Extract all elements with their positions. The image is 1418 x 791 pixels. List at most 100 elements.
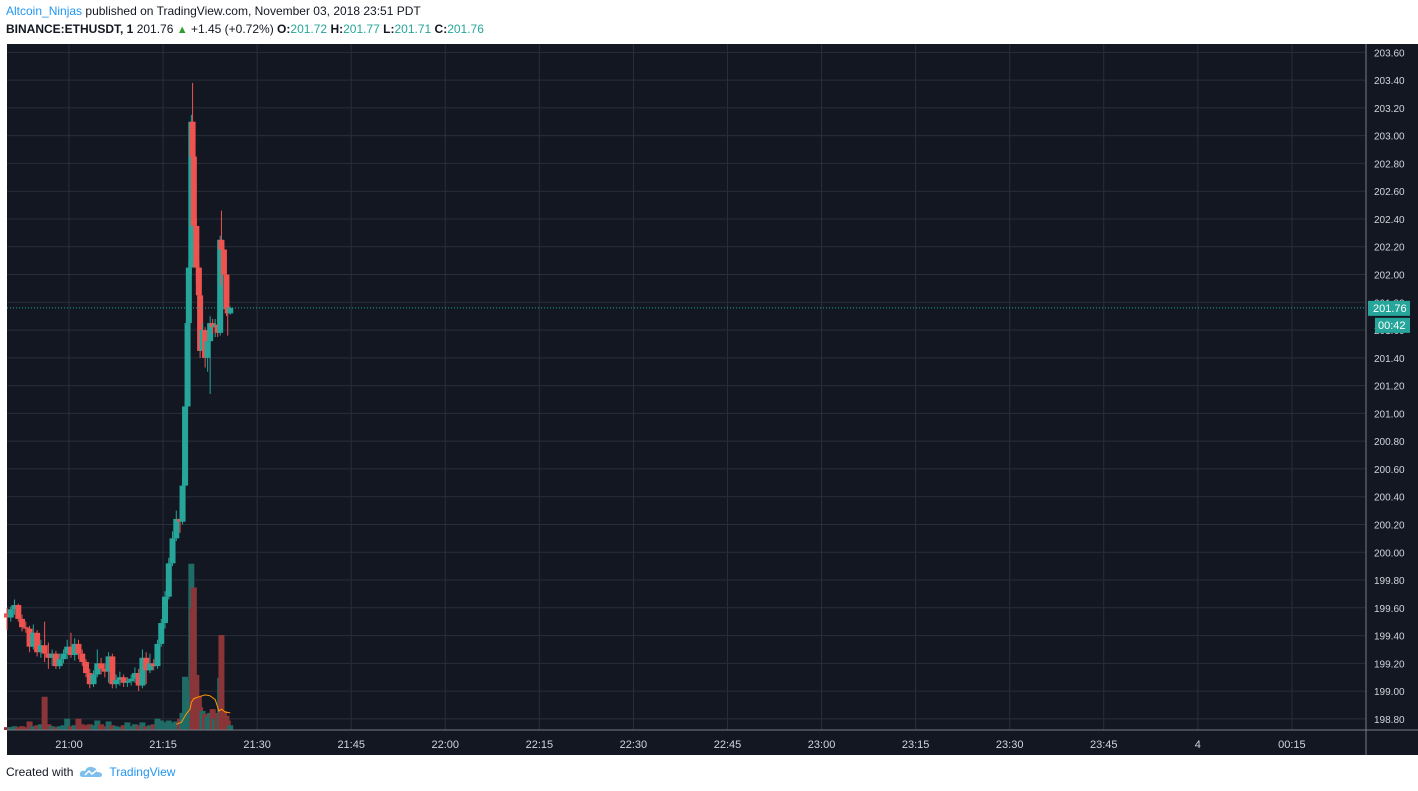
volume-bar: [116, 727, 123, 730]
candle-body: [83, 661, 90, 674]
candle: [52, 650, 59, 669]
volume-bar: [11, 726, 18, 730]
candle: [22, 621, 29, 633]
candle: [169, 531, 176, 567]
volume-bar: [30, 726, 37, 730]
volume-bar: [83, 725, 90, 730]
candle-body: [204, 341, 211, 358]
candle-body: [86, 673, 93, 685]
candle-body: [71, 643, 78, 656]
volume-bar: [146, 725, 153, 730]
volume-ma-line: [176, 694, 231, 725]
candle: [45, 642, 52, 669]
time-axis[interactable]: [7, 730, 1366, 755]
volume-bar: [165, 720, 172, 730]
volume-bar: [45, 724, 52, 730]
candle-body: [30, 632, 37, 647]
candle: [90, 670, 97, 687]
candle: [227, 306, 234, 315]
candle-body: [146, 663, 153, 671]
candle-body: [220, 249, 227, 275]
candle: [71, 638, 78, 661]
candle: [182, 399, 189, 489]
candle-body: [185, 267, 192, 324]
last-price-badge: [1368, 300, 1410, 316]
candle: [146, 653, 153, 674]
price-change: +1.45 (+0.72%): [190, 22, 274, 36]
grid-lines: [7, 44, 1366, 730]
price-tick-label: 201.40: [1374, 354, 1405, 365]
price-tick-label: 201.20: [1374, 382, 1405, 393]
up-arrow-icon: ▲: [176, 24, 188, 36]
candle: [26, 625, 33, 653]
symbol-legend: BINANCE:ETHUSDT, 1 201.76 ▲ +1.45 (+0.72…: [6, 22, 484, 36]
candle-body: [60, 653, 67, 660]
candle-body: [94, 663, 101, 675]
candle-body: [165, 563, 172, 597]
time-tick-label: 23:45: [1090, 739, 1118, 751]
candle-body: [189, 121, 196, 157]
author-link[interactable]: Altcoin_Ninjas: [6, 4, 83, 18]
volume-bar: [124, 722, 131, 730]
candle: [11, 599, 18, 615]
tradingview-cloud-icon: [80, 766, 103, 777]
candle-body: [162, 596, 169, 624]
candle-body: [56, 659, 63, 667]
volume-bar: [190, 587, 197, 730]
price-tick-label: 200.20: [1374, 520, 1405, 531]
candle: [116, 671, 123, 686]
volume-bar: [7, 727, 14, 730]
volume-bar: [94, 720, 101, 730]
candle-body: [64, 646, 71, 654]
candle: [124, 677, 131, 687]
candle: [105, 652, 112, 683]
price-tick-label: 203.20: [1374, 104, 1405, 115]
open-value: 201.72: [290, 22, 328, 36]
volume-bars: [4, 563, 234, 730]
plot-area[interactable]: [7, 44, 1366, 730]
candle: [184, 309, 191, 410]
price-axis[interactable]: [1366, 44, 1418, 755]
candle: [67, 632, 74, 658]
symbol-label[interactable]: BINANCE:ETHUSDT, 1: [6, 22, 134, 36]
volume-bar: [41, 696, 48, 730]
candle-body: [154, 643, 161, 667]
candle-body: [150, 663, 157, 667]
candle-body: [131, 673, 138, 679]
candle-body: [190, 156, 197, 226]
candle-body: [15, 605, 22, 619]
volume-bar: [135, 725, 142, 730]
candle: [113, 674, 120, 689]
candle: [135, 668, 142, 692]
candle-body: [98, 663, 105, 669]
candle: [75, 639, 82, 660]
price-tick-label: 200.40: [1374, 493, 1405, 504]
time-tick-label: 22:45: [714, 739, 742, 751]
price-tick-label: 202.20: [1374, 243, 1405, 254]
candle: [162, 591, 169, 629]
candle-body: [218, 239, 225, 250]
high-label: H:: [330, 22, 344, 36]
volume-bar: [120, 725, 127, 730]
time-tick-label: 22:00: [432, 739, 460, 751]
time-tick-label: 23:15: [902, 739, 930, 751]
volume-bar: [98, 724, 105, 730]
time-tick-label: 23:00: [808, 739, 836, 751]
tradingview-link[interactable]: TradingView: [109, 765, 176, 779]
last-price-badge-text: 201.76: [1373, 303, 1407, 315]
candle: [98, 657, 105, 675]
close-label: C:: [434, 22, 448, 36]
candle: [34, 630, 41, 657]
candle: [165, 557, 172, 600]
candle: [173, 510, 180, 542]
volume-bar: [4, 727, 10, 730]
publish-line: Altcoin_Ninjas published on TradingView.…: [6, 4, 421, 18]
candle: [128, 674, 135, 686]
volume-bar: [158, 720, 165, 730]
price-tick-label: 200.00: [1374, 548, 1405, 559]
candle: [143, 652, 150, 685]
candle-body: [116, 677, 123, 681]
price-tick-label: 203.00: [1374, 132, 1405, 143]
volume-bar: [154, 718, 161, 730]
